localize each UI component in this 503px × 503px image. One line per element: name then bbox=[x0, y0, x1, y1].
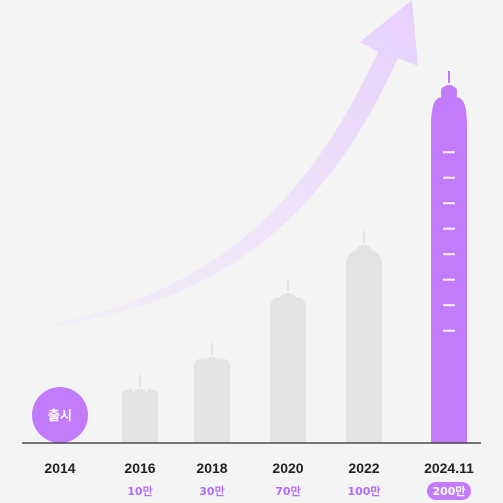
launch-badge bbox=[32, 387, 88, 443]
bars-group: 출시 bbox=[32, 71, 467, 443]
bar-2018 bbox=[194, 357, 230, 443]
data-label: 10만 bbox=[127, 484, 152, 498]
highlight-value-pill bbox=[427, 482, 471, 500]
trend-arrow-icon bbox=[22, 0, 418, 330]
data-label: 30만 bbox=[199, 484, 224, 498]
data-label: 70만 bbox=[275, 484, 300, 498]
bar-2022 bbox=[346, 245, 382, 443]
bar-2020 bbox=[270, 293, 306, 443]
data-label: 200만 bbox=[432, 484, 465, 498]
bar-2016 bbox=[122, 389, 158, 443]
x-tick-label: 2016 bbox=[124, 460, 155, 476]
launch-label: 출시 bbox=[48, 408, 72, 424]
x-tick-label: 2022 bbox=[348, 460, 379, 476]
bar-2024.11 bbox=[431, 85, 467, 443]
data-label: 100만 bbox=[347, 484, 380, 498]
labels-group: 2014 2016 10만 2018 30만 2020 70만 2022 100만 2024.11… bbox=[44, 460, 474, 500]
x-tick-label: 2014 bbox=[44, 460, 75, 476]
x-tick-label: 2018 bbox=[196, 460, 227, 476]
x-tick-label: 2024.11 bbox=[424, 460, 474, 476]
x-tick-label: 2020 bbox=[272, 460, 303, 476]
